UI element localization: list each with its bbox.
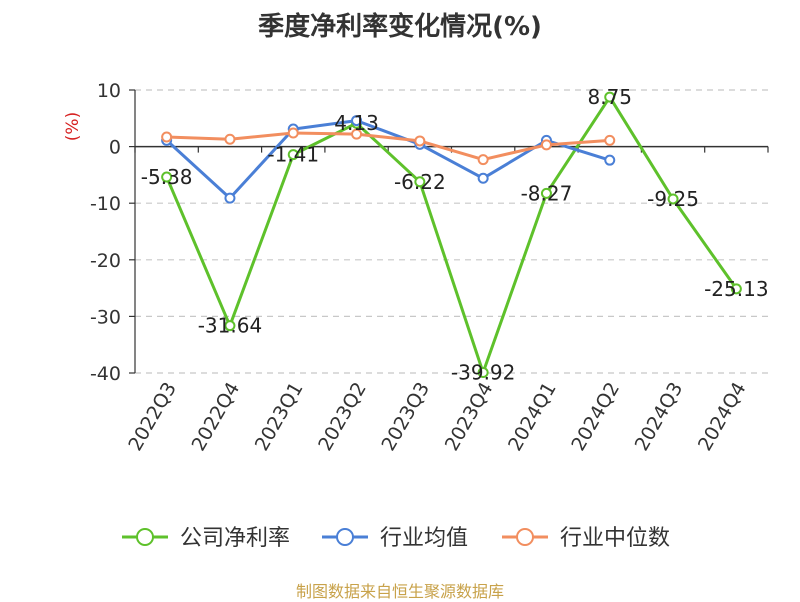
data-point (604, 154, 616, 166)
data-label: -9.25 (647, 187, 699, 211)
legend-marker (336, 528, 354, 546)
data-labels: -5.38 -31.64 -1.41 4.13 -6.22 -39.92 -8.27 8.75… (141, 85, 769, 384)
data-point (224, 192, 236, 204)
data-point (351, 128, 363, 140)
data-point (161, 131, 173, 143)
y-axis-label: (%) (63, 112, 83, 141)
y-tick-label: 0 (109, 137, 121, 159)
legend-marker (136, 528, 154, 546)
y-tick-label: -10 (90, 193, 121, 215)
data-point (351, 115, 363, 127)
data-point (224, 133, 236, 145)
series-line-0 (165, 95, 738, 374)
data-label: -8.27 (521, 181, 573, 205)
data-label: -39.92 (451, 361, 515, 385)
data-point (477, 154, 489, 166)
legend-label: 行业均值 (380, 526, 468, 551)
data-label: -5.38 (141, 165, 193, 189)
x-tick-label: 2022Q4 (188, 379, 245, 455)
data-point (540, 187, 552, 199)
chart-title: 季度净利率变化情况(%) (258, 12, 542, 42)
data-point (477, 172, 489, 184)
y-tick-label: 10 (97, 80, 121, 102)
data-point (414, 176, 426, 188)
y-tick-label: -30 (90, 306, 121, 328)
data-label: -25.13 (704, 277, 768, 301)
data-point (730, 283, 742, 295)
data-label: 4.13 (334, 111, 379, 135)
data-point (667, 193, 679, 205)
data-point (414, 135, 426, 147)
data-label: -31.64 (198, 314, 262, 338)
x-tick-label: 2023Q1 (251, 379, 308, 455)
x-tick-label: 2024Q3 (631, 379, 688, 455)
legend-marker (516, 528, 534, 546)
y-tick-label: -40 (90, 363, 121, 385)
x-tick-label: 2024Q1 (504, 379, 561, 455)
data-point (287, 127, 299, 139)
legend: 公司净利率 行业均值 行业中位数 (122, 526, 670, 551)
data-point (604, 134, 616, 146)
data-label: 8.75 (587, 85, 632, 109)
legend-label: 公司净利率 (180, 526, 290, 551)
data-point (604, 91, 616, 103)
x-tick-label: 2024Q2 (567, 379, 624, 455)
data-point (224, 320, 236, 332)
source-footer: 制图数据来自恒生聚源数据库 (295, 582, 504, 601)
data-label: -1.41 (267, 143, 319, 167)
x-tick-label: 2023Q4 (441, 379, 498, 455)
legend-label: 行业中位数 (560, 526, 670, 551)
data-point (161, 171, 173, 183)
series-lines (161, 91, 742, 379)
y-tick-label: -20 (90, 250, 121, 272)
x-tick-label: 2024Q4 (694, 379, 751, 455)
series-line-2 (166, 131, 610, 162)
x-tick-label: 2023Q2 (314, 379, 371, 455)
x-tick-label: 2022Q3 (124, 379, 181, 455)
data-point (477, 367, 489, 379)
data-label: -6.22 (394, 170, 446, 194)
x-tick-label: 2023Q3 (377, 379, 434, 455)
data-point (540, 139, 552, 151)
data-point (287, 149, 299, 161)
